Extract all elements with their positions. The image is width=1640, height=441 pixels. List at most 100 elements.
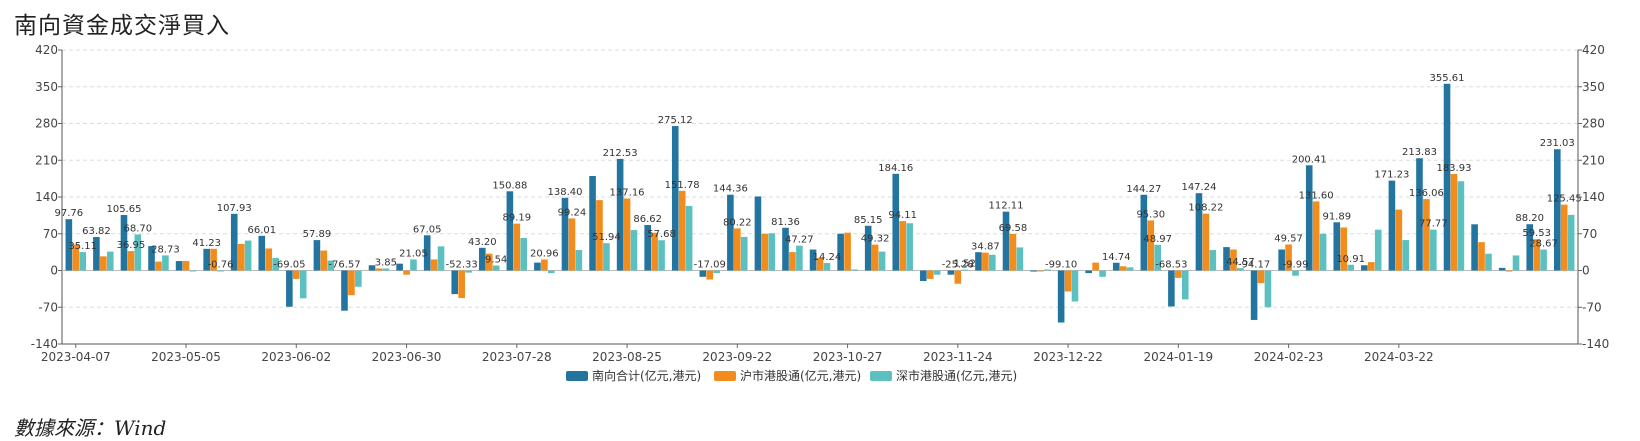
bar-series-3 [685, 205, 693, 271]
bar-series-1 [65, 219, 73, 271]
y-tick-label-left: -140 [31, 337, 58, 351]
bar-series-2 [871, 244, 879, 271]
bar-series-3 [437, 246, 445, 271]
bar-series-1 [1416, 158, 1423, 271]
bar-series-2 [651, 232, 658, 271]
data-label: 66.01 [247, 225, 276, 236]
data-label: 51.94 [592, 232, 621, 243]
bar-series-3 [1402, 240, 1410, 271]
source-note: 數據來源：Wind [14, 416, 167, 440]
bar-series-3 [1540, 249, 1547, 271]
data-label: 105.65 [106, 204, 141, 215]
y-tick-label-left: 420 [35, 43, 58, 57]
bar-series-2 [678, 190, 686, 271]
bar-series-1 [589, 176, 596, 271]
bar-series-1 [837, 233, 844, 271]
data-label: 69.58 [999, 223, 1028, 234]
bar-series-3 [134, 234, 142, 271]
bar-series-3 [933, 270, 941, 275]
bar-series-1 [148, 246, 155, 271]
x-tick-label: 2023-11-24 [923, 350, 993, 364]
bar-series-1 [396, 263, 403, 271]
data-label: 99.24 [558, 207, 587, 218]
bar-series-1 [616, 158, 624, 271]
bar-series-3 [713, 270, 720, 274]
data-label: 48.97 [1143, 234, 1172, 245]
bar-series-2 [292, 270, 300, 279]
bar-series-2 [789, 252, 796, 271]
bar-series-2 [1119, 266, 1127, 271]
data-label: 355.61 [1430, 73, 1465, 84]
bar-series-3 [1154, 244, 1161, 271]
bar-series-2 [1450, 173, 1458, 271]
bar-series-3 [1319, 233, 1327, 271]
data-label: 41.23 [192, 238, 221, 249]
bar-series-3 [106, 251, 114, 271]
bar-series-3 [410, 259, 417, 271]
bar-series-2 [348, 270, 355, 296]
bar-series-3 [1209, 250, 1217, 271]
bar-series-2 [1147, 220, 1155, 271]
bar-series-1 [1112, 262, 1120, 271]
x-tick-label: 2023-04-07 [41, 350, 111, 364]
data-label: 43.20 [468, 237, 497, 248]
y-tick-label-right: 280 [1582, 117, 1605, 131]
bar-series-2 [1340, 227, 1348, 271]
bar-series-3 [796, 245, 803, 271]
bar-series-3 [603, 243, 610, 271]
bar-series-2 [1395, 209, 1403, 271]
data-label: 77.77 [1419, 219, 1448, 230]
bar-series-1 [534, 262, 541, 271]
bar-series-1 [93, 236, 100, 271]
data-label: -99.10 [1045, 260, 1077, 271]
legend-swatch [566, 371, 588, 381]
bar-series-1 [1140, 194, 1148, 271]
bar-series-1 [1195, 193, 1203, 271]
bar-series-2 [954, 270, 962, 284]
bar-series-1 [1002, 211, 1010, 271]
bar-series-1 [727, 194, 734, 271]
bar-series-3 [382, 268, 390, 271]
bar-series-3 [740, 236, 748, 271]
chart-title: 南向資金成交淨買入 [14, 13, 230, 39]
y-tick-label-right: 70 [1582, 227, 1597, 241]
bar-series-3 [1264, 270, 1272, 308]
bar-series-1 [1443, 83, 1451, 271]
bar-series-3 [520, 237, 528, 271]
y-tick-label-left: 140 [35, 190, 58, 204]
data-label: 136.06 [1409, 188, 1444, 199]
data-label: 34.87 [971, 242, 1000, 253]
bar-series-3 [162, 255, 169, 271]
data-label: -69.05 [273, 260, 305, 271]
data-label: 150.88 [492, 180, 527, 191]
x-tick-label: 2023-09-22 [702, 350, 772, 364]
y-tick-label-right: -70 [1582, 300, 1602, 314]
data-label: 151.78 [665, 180, 700, 191]
bar-series-2 [1312, 201, 1320, 271]
bar-series-2 [1009, 233, 1017, 271]
bar-series-3 [244, 240, 252, 271]
bar-series-3 [1237, 268, 1244, 271]
bar-series-2 [1175, 270, 1182, 278]
legend-swatch [714, 371, 736, 381]
data-label: 144.36 [713, 184, 748, 195]
data-label: -9.99 [1283, 260, 1309, 271]
data-label: 59.53 [1522, 228, 1551, 239]
legend-label: 深市港股通(亿元,港元) [896, 368, 1017, 383]
x-tick-label: 2023-06-30 [372, 350, 442, 364]
bar-series-1 [1278, 249, 1285, 271]
data-label: 35.11 [68, 241, 97, 252]
data-label: 20.96 [530, 248, 559, 259]
bar-series-2 [513, 223, 521, 271]
data-label: 97.76 [55, 208, 84, 219]
bar-series-1 [1057, 270, 1065, 323]
bar-series-2 [320, 250, 328, 271]
bar-series-1 [1250, 270, 1258, 320]
bar-series-3 [299, 270, 307, 299]
data-label: 3.85 [375, 257, 397, 268]
data-label: 14.24 [813, 252, 842, 263]
bar-series-1 [286, 270, 293, 307]
bar-series-2 [265, 248, 273, 271]
data-label: 171.23 [1374, 170, 1409, 181]
bar-series-2 [1092, 262, 1099, 271]
